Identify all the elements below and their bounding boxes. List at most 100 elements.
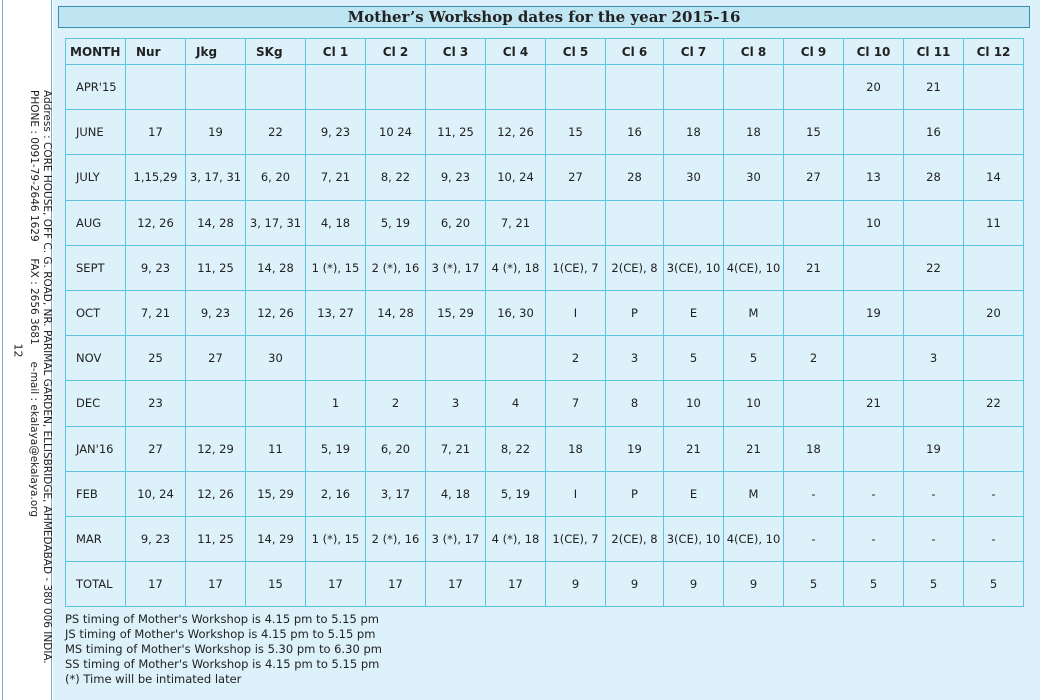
date-cell: 3	[605, 335, 664, 382]
date-cell: 10	[843, 199, 904, 246]
date-cell: 3 (*), 17	[425, 244, 486, 291]
date-cell: 21	[843, 380, 904, 427]
column-header: Cl 9	[783, 38, 844, 65]
date-cell: 2(CE), 8	[605, 515, 664, 563]
address-block: Address : CORE HOUSE, OFF C. G. ROAD, NR…	[27, 90, 53, 664]
date-cell: 1 (*), 15	[305, 515, 366, 563]
date-cell: 4(CE), 10	[723, 515, 784, 563]
table-row: OCT 7, 21 9, 23 12, 26 13, 27 14, 28 15, 29 16,…	[65, 289, 1024, 337]
empty-cell	[903, 199, 964, 246]
column-header: Cl 11	[903, 38, 964, 65]
column-header: Cl 8	[723, 38, 784, 65]
date-cell: 21	[783, 244, 844, 291]
date-cell: 5	[843, 561, 904, 608]
month-cell: SEPT	[65, 244, 126, 291]
date-cell: 1(CE), 7	[545, 515, 606, 563]
date-cell: 9, 23	[125, 244, 186, 291]
date-cell: 15	[245, 561, 306, 608]
date-cell: 7, 21	[305, 154, 366, 201]
empty-cell	[963, 63, 1024, 111]
column-header: Cl 12	[963, 38, 1024, 65]
date-cell: 1	[305, 380, 366, 427]
date-cell: 20	[843, 63, 904, 111]
date-cell: P	[605, 289, 664, 337]
month-cell: DEC	[65, 380, 126, 427]
date-cell: 7	[545, 380, 606, 427]
date-cell: 9	[605, 561, 664, 608]
empty-cell	[723, 199, 784, 246]
month-cell: AUG	[65, 199, 126, 246]
month-cell: NOV	[65, 335, 126, 382]
empty-cell	[783, 63, 844, 111]
empty-cell	[485, 335, 546, 382]
date-cell: 18	[783, 425, 844, 472]
notes: PS timing of Mother's Workshop is 4.15 p…	[65, 612, 382, 687]
empty-cell	[963, 109, 1024, 156]
month-cell: FEB	[65, 470, 126, 517]
date-cell: 30	[723, 154, 784, 201]
date-cell: 4(CE), 10	[723, 244, 784, 291]
date-cell: 9	[545, 561, 606, 608]
date-cell: 4 (*), 18	[485, 244, 546, 291]
date-cell: 4, 18	[305, 199, 366, 246]
date-cell: 13	[843, 154, 904, 201]
empty-cell	[425, 335, 486, 382]
date-cell: 16	[903, 109, 964, 156]
date-cell: E	[663, 470, 724, 517]
date-cell: 8	[605, 380, 664, 427]
date-cell: 11, 25	[185, 515, 246, 563]
date-cell: 10	[663, 380, 724, 427]
schedule-table: MONTH Nur Jkg SKg Cl 1 Cl 2 Cl 3 Cl 4 Cl 5 Cl 6 Cl…	[65, 38, 1024, 608]
date-cell: 17	[125, 109, 186, 156]
date-cell: 6, 20	[365, 425, 426, 472]
date-cell: 10, 24	[485, 154, 546, 201]
date-cell: 15	[783, 109, 844, 156]
date-cell: M	[723, 289, 784, 337]
empty-cell	[663, 63, 724, 111]
date-cell: 2, 16	[305, 470, 366, 517]
date-cell: 1,15,29	[125, 154, 186, 201]
date-cell: 9	[723, 561, 784, 608]
empty-cell	[425, 63, 486, 111]
date-cell: 1 (*), 15	[305, 244, 366, 291]
column-header: Cl 7	[663, 38, 724, 65]
date-cell: 2	[783, 335, 844, 382]
date-cell: 6, 20	[425, 199, 486, 246]
date-cell: 22	[245, 109, 306, 156]
date-cell: M	[723, 470, 784, 517]
date-cell: 17	[365, 561, 426, 608]
date-cell: 15, 29	[425, 289, 486, 337]
date-cell: 4	[485, 380, 546, 427]
date-cell: 12, 26	[485, 109, 546, 156]
date-cell: 30	[663, 154, 724, 201]
date-cell: 17	[125, 561, 186, 608]
date-cell: 1(CE), 7	[545, 244, 606, 291]
note: PS timing of Mother's Workshop is 4.15 p…	[65, 612, 379, 626]
date-cell: 2	[365, 380, 426, 427]
empty-cell	[843, 425, 904, 472]
table-row: NOV 25 27 30 2 3 5 5 2 3	[65, 335, 1024, 382]
column-header: MONTH	[65, 38, 126, 65]
date-cell: 2	[545, 335, 606, 382]
date-cell: 3	[903, 335, 964, 382]
column-header: SKg	[245, 38, 306, 65]
empty-cell	[723, 63, 784, 111]
content: Mother’s Workshop dates for the year 201…	[53, 0, 1040, 700]
date-cell: -	[783, 470, 844, 517]
empty-cell	[903, 289, 964, 337]
date-cell: 14	[963, 154, 1024, 201]
date-cell: 9	[663, 561, 724, 608]
table-row: SEPT 9, 23 11, 25 14, 28 1 (*), 15 2 (*), 16 3…	[65, 244, 1024, 291]
date-cell: -	[843, 470, 904, 517]
date-cell: 19	[605, 425, 664, 472]
date-cell: 28	[605, 154, 664, 201]
date-cell: 14, 28	[185, 199, 246, 246]
date-cell: 19	[903, 425, 964, 472]
table-row: JAN'16 27 12, 29 11 5, 19 6, 20 7, 21 8, 22 18 19…	[65, 425, 1024, 472]
contact: PHONE : 0091-79-2646 1629 FAX : 2656 368…	[28, 90, 40, 518]
date-cell: 12, 29	[185, 425, 246, 472]
date-cell: 2(CE), 8	[605, 244, 664, 291]
table-row: AUG 12, 26 14, 28 3, 17, 31 4, 18 5, 19 6, 20 7…	[65, 199, 1024, 246]
date-cell: 3(CE), 10	[663, 244, 724, 291]
